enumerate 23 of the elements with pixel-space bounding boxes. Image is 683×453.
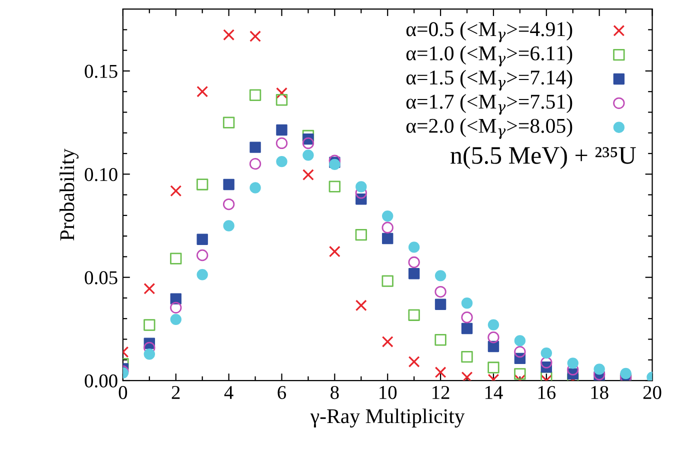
y-tick-label: 0.10 <box>84 168 118 182</box>
x-tick-label: 20 <box>643 386 662 400</box>
x-tick-label: 10 <box>380 386 397 400</box>
x-tick-label: 16 <box>538 386 556 400</box>
y-tick-label: 0.15 <box>84 64 118 78</box>
y-tick-label: 0.05 <box>84 271 118 284</box>
x-tick-label: 0 <box>118 386 128 400</box>
x-tick-label: 6 <box>278 386 286 400</box>
x-tick-label: 8 <box>330 386 339 400</box>
x-tick-label: 4 <box>224 386 234 399</box>
legend-label: α=1.7 (<M$_{γ}$>=7.51) <box>406 94 572 115</box>
legend-label: α=2.0 (<M$_{γ}$>=8.05) <box>406 118 572 139</box>
legend-label: α=0.5 (<M$_{γ}$>=4.91) <box>406 22 572 42</box>
legend-label: α=1.5 (<M$_{γ}$>=7.14) <box>406 70 572 91</box>
annotation: n(5.5 MeV) + ²³⁵U <box>450 146 636 169</box>
y-axis-title: Probability <box>60 148 78 240</box>
legend-label: α=1.0 (<M$_{γ}$>=6.11) <box>406 46 572 66</box>
x-tick-label: 18 <box>591 386 608 400</box>
x-tick-label: 14 <box>485 386 503 399</box>
x-tick-label: 12 <box>432 386 450 399</box>
x-tick-label: 2 <box>172 386 180 399</box>
x-axis-title: γ-Ray Multiplicity <box>310 408 465 428</box>
y-tick-label: 0.00 <box>84 374 118 388</box>
